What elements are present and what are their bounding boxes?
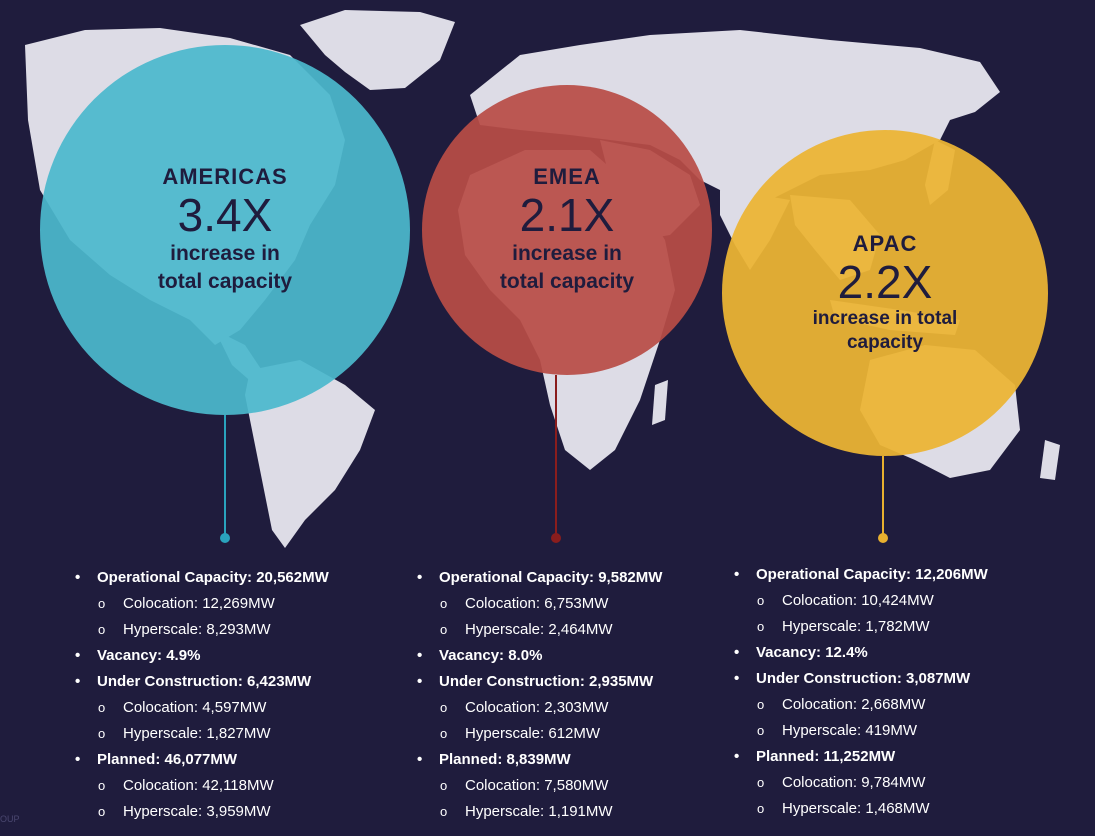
increase-text-line2: total capacity (157, 270, 293, 293)
emea-circle: EMEA 2.1X increase in total capacity (422, 85, 712, 375)
americas-connector-dot (220, 533, 230, 543)
region-title: APAC (852, 231, 918, 256)
hyperscale-item: Hyperscale: 3,959MW (73, 799, 329, 825)
colocation-item: Colocation: 7,580MW (415, 773, 662, 799)
greenland-landmass (300, 10, 455, 90)
region-title: EMEA (533, 164, 601, 189)
apac-circle: APAC 2.2X increase in total capacity (722, 130, 1048, 456)
americas-circle: AMERICAS 3.4X increase in total capacity (40, 45, 410, 415)
planned-item: Planned: 11,252MW (732, 744, 988, 770)
under-construction-item: Under Construction: 2,935MW (415, 669, 662, 695)
under-construction-item: Under Construction: 6,423MW (73, 669, 329, 695)
apac-stats-list: Operational Capacity: 12,206MW Colocatio… (732, 562, 988, 822)
planned-item: Planned: 8,839MW (415, 747, 662, 773)
emea-connector-dot (551, 533, 561, 543)
operational-capacity-item: Operational Capacity: 12,206MW (732, 562, 988, 588)
capacity-multiplier: 2.2X (837, 256, 933, 308)
apac-connector-dot (878, 533, 888, 543)
increase-text-line2: total capacity (499, 270, 635, 293)
increase-text-line1: increase in total (812, 308, 958, 329)
increase-text-line2: capacity (846, 332, 924, 353)
vacancy-item: Vacancy: 4.9% (73, 643, 329, 669)
colocation-item: Colocation: 2,668MW (732, 692, 988, 718)
vacancy-item: Vacancy: 12.4% (732, 640, 988, 666)
colocation-item: Colocation: 9,784MW (732, 770, 988, 796)
under-construction-item: Under Construction: 3,087MW (732, 666, 988, 692)
capacity-multiplier: 2.1X (519, 189, 615, 241)
capacity-multiplier: 3.4X (177, 189, 273, 241)
operational-capacity-item: Operational Capacity: 20,562MW (73, 565, 329, 591)
hyperscale-item: Hyperscale: 1,782MW (732, 614, 988, 640)
increase-text-line1: increase in (512, 242, 622, 265)
colocation-item: Colocation: 12,269MW (73, 591, 329, 617)
madagascar-landmass (652, 380, 668, 425)
emea-connector-line (555, 375, 557, 538)
hyperscale-item: Hyperscale: 2,464MW (415, 617, 662, 643)
colocation-item: Colocation: 10,424MW (732, 588, 988, 614)
hyperscale-item: Hyperscale: 419MW (732, 718, 988, 744)
colocation-item: Colocation: 2,303MW (415, 695, 662, 721)
hyperscale-item: Hyperscale: 1,468MW (732, 796, 988, 822)
hyperscale-item: Hyperscale: 612MW (415, 721, 662, 747)
source-footnote: OUP (0, 814, 20, 824)
americas-stats-list: Operational Capacity: 20,562MW Colocatio… (73, 565, 329, 825)
apac-connector-line (882, 456, 884, 538)
colocation-item: Colocation: 4,597MW (73, 695, 329, 721)
planned-item: Planned: 46,077MW (73, 747, 329, 773)
new-zealand-landmass (1040, 440, 1060, 480)
colocation-item: Colocation: 6,753MW (415, 591, 662, 617)
americas-connector-line (224, 415, 226, 538)
increase-text-line1: increase in (170, 242, 280, 265)
hyperscale-item: Hyperscale: 8,293MW (73, 617, 329, 643)
hyperscale-item: Hyperscale: 1,191MW (415, 799, 662, 825)
colocation-item: Colocation: 42,118MW (73, 773, 329, 799)
region-title: AMERICAS (162, 164, 288, 189)
hyperscale-item: Hyperscale: 1,827MW (73, 721, 329, 747)
emea-stats-list: Operational Capacity: 9,582MW Colocation… (415, 565, 662, 825)
operational-capacity-item: Operational Capacity: 9,582MW (415, 565, 662, 591)
vacancy-item: Vacancy: 8.0% (415, 643, 662, 669)
